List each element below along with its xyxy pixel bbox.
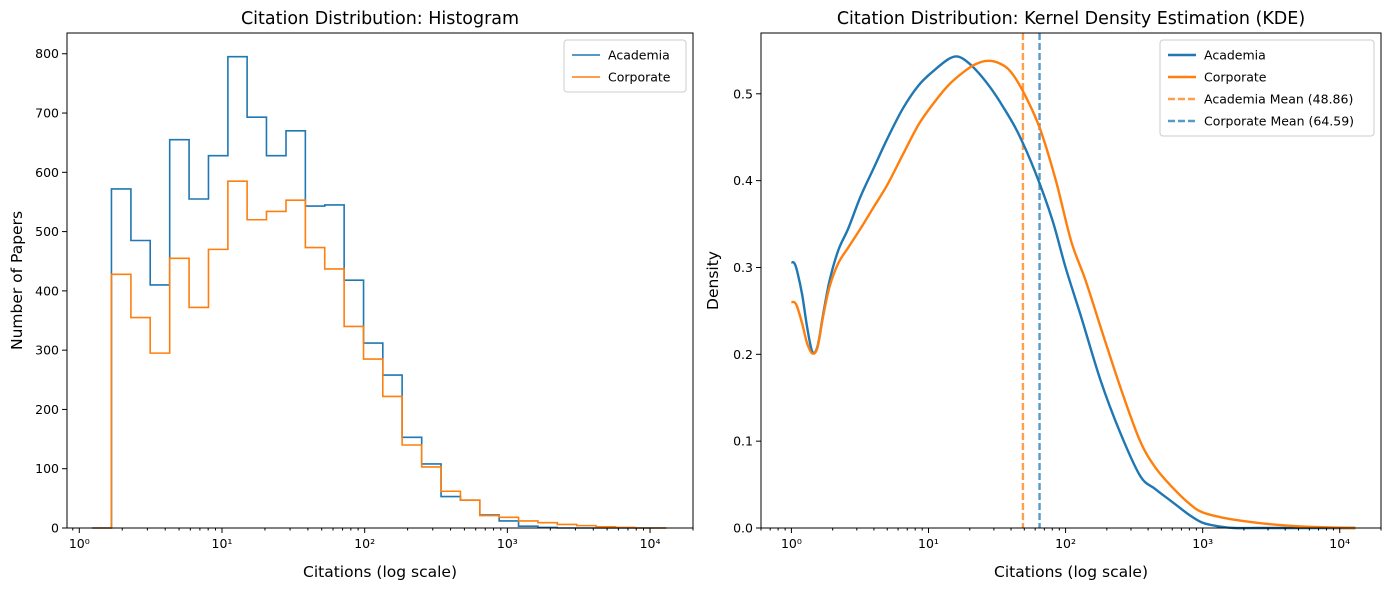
legend-label: Corporate Mean (64.59): [1204, 114, 1354, 129]
histogram-series-corporate: [92, 180, 667, 529]
kde-legend: Academia Corporate Academia Mean (48.86) Co…: [1159, 39, 1375, 137]
histogram-marks: [92, 55, 667, 529]
histogram-x-axis-label: Citations (log scale): [303, 563, 457, 581]
x-tick-label: 10²: [1055, 536, 1076, 551]
kde-curve-corporate: [791, 59, 1356, 530]
x-tick-label: 10⁴: [640, 536, 661, 551]
y-tick-label: 600: [35, 165, 59, 180]
kde-plot-frame: [760, 32, 1382, 529]
histogram-y-ticks: 0 100 200 300 400 500 600 700 800: [35, 46, 67, 536]
y-tick-label: 0: [51, 521, 59, 536]
x-tick-label: 10³: [1192, 536, 1213, 551]
x-tick-label: 10⁰: [781, 536, 802, 551]
legend-frame: [1159, 39, 1375, 137]
kde-title: Citation Distribution: Kernel Density Es…: [837, 9, 1305, 29]
legend-label: Academia: [608, 48, 670, 63]
legend-label: Academia: [1204, 48, 1266, 63]
legend-label: Corporate: [1204, 70, 1267, 85]
y-tick-label: 800: [35, 46, 59, 61]
x-tick-label: 10³: [497, 536, 518, 551]
kde-y-ticks: 0.0 0.1 0.2 0.3 0.4 0.5: [733, 86, 761, 536]
y-tick-label: 700: [35, 106, 59, 121]
y-tick-label: 100: [35, 461, 59, 476]
kde-panel: 10⁰ 10¹ 10² 10³ 10⁴ 0.0 0.1 0.2 0.3 0.4 0.5 Citat…: [704, 9, 1382, 581]
y-tick-label: 400: [35, 283, 59, 298]
y-tick-label: 300: [35, 343, 59, 358]
histogram-x-ticks: 10⁰ 10¹ 10² 10³ 10⁴: [69, 528, 694, 551]
y-tick-label: 0.1: [733, 434, 753, 449]
histogram-plot-frame: [66, 32, 694, 529]
y-tick-label: 0.5: [733, 86, 753, 101]
x-tick-label: 10¹: [918, 536, 939, 551]
y-tick-label: 200: [35, 402, 59, 417]
legend-frame: [563, 39, 687, 93]
y-tick-label: 500: [35, 224, 59, 239]
x-tick-label: 10²: [354, 536, 375, 551]
legend-label: Academia Mean (48.86): [1204, 92, 1353, 107]
histogram-series-academia: [92, 55, 667, 529]
kde-x-ticks: 10⁰ 10¹ 10² 10³ 10⁴: [760, 528, 1382, 551]
y-tick-label: 0.4: [733, 173, 753, 188]
histogram-title: Citation Distribution: Histogram: [241, 9, 519, 29]
y-tick-label: 0.2: [733, 347, 753, 362]
kde-marks: [791, 33, 1356, 530]
histogram-legend: Academia Corporate: [563, 39, 687, 93]
y-tick-label: 0.3: [733, 260, 753, 275]
kde-y-axis-label: Density: [704, 251, 722, 310]
kde-x-axis-label: Citations (log scale): [994, 563, 1148, 581]
x-tick-label: 10⁰: [69, 536, 90, 551]
histogram-panel: 10⁰ 10¹ 10² 10³ 10⁴ 0 100 200 300 400 500 600 700 80…: [8, 9, 694, 581]
x-tick-label: 10¹: [212, 536, 233, 551]
histogram-y-axis-label: Number of Papers: [8, 211, 26, 350]
x-tick-label: 10⁴: [1329, 536, 1350, 551]
legend-label: Corporate: [608, 70, 671, 85]
y-tick-label: 0.0: [733, 521, 753, 536]
